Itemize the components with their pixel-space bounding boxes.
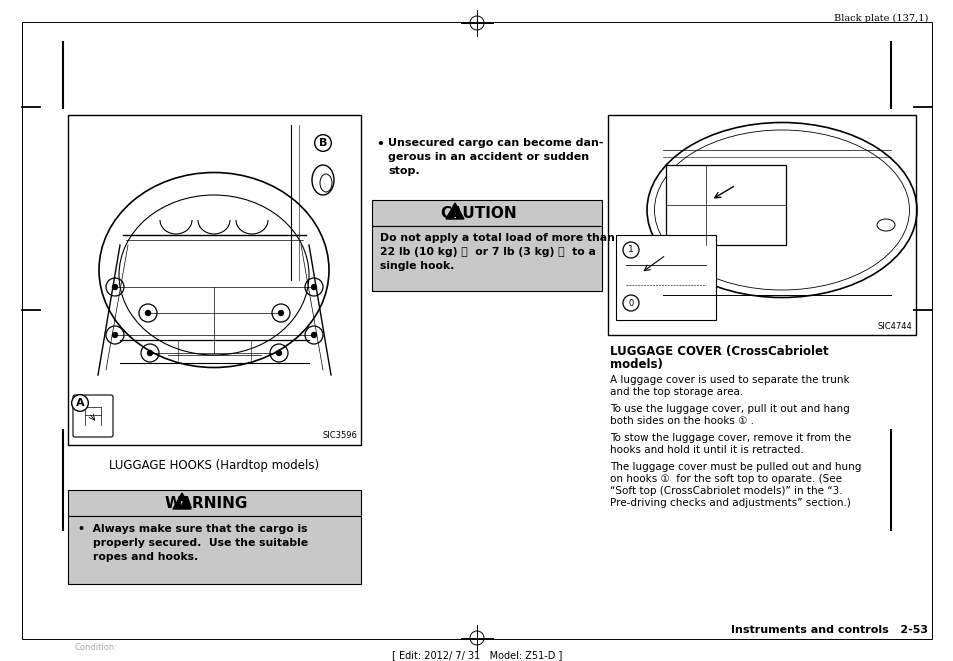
Text: A: A [75,398,84,408]
Bar [665,165,785,245]
Text: 22 lb (10 kg) Ⓐ  or 7 lb (3 kg) Ⓑ  to a: 22 lb (10 kg) Ⓐ or 7 lb (3 kg) Ⓑ to a [379,247,596,257]
Text: single hook.: single hook. [379,261,454,271]
Circle shape [312,332,316,338]
Text: Black plate (137,1): Black plate (137,1) [833,14,927,23]
Text: 1: 1 [627,245,633,254]
Bar [607,115,915,335]
Text: ropes and hooks.: ropes and hooks. [78,552,198,562]
Text: The luggage cover must be pulled out and hung: The luggage cover must be pulled out and… [609,462,861,472]
Circle shape [146,311,151,315]
Text: and the top storage area.: and the top storage area. [609,387,742,397]
Bar [616,235,716,320]
Ellipse shape [312,165,334,195]
Text: models): models) [609,358,662,371]
Text: both sides on the hooks ① .: both sides on the hooks ① . [609,416,753,426]
Text: !: ! [453,210,456,219]
Text: 0: 0 [628,299,633,307]
Text: SIC3596: SIC3596 [322,431,356,440]
Text: on hooks ①  for the soft top to oparate. (See: on hooks ① for the soft top to oparate. … [609,474,841,484]
Circle shape [276,350,281,356]
Bar [372,226,601,291]
Text: SIC4744: SIC4744 [877,322,911,331]
Text: Do not apply a total load of more than: Do not apply a total load of more than [379,233,615,243]
Text: To stow the luggage cover, remove it from the: To stow the luggage cover, remove it fro… [609,433,850,443]
Text: Condition:: Condition: [75,643,118,652]
Text: “Soft top (CrossCabriolet models)” in the “3.: “Soft top (CrossCabriolet models)” in th… [609,486,841,496]
Text: gerous in an accident or sudden: gerous in an accident or sudden [388,152,589,162]
Circle shape [112,284,117,290]
Text: properly secured.  Use the suitable: properly secured. Use the suitable [78,538,308,548]
Text: hooks and hold it until it is retracted.: hooks and hold it until it is retracted. [609,445,803,455]
Text: B: B [318,138,327,148]
Text: stop.: stop. [388,166,419,176]
Text: WARNING: WARNING [164,496,248,510]
Text: •  Always make sure that the cargo is: • Always make sure that the cargo is [78,524,307,534]
Bar [68,115,360,445]
Text: LUGGAGE COVER (CrossCabriolet: LUGGAGE COVER (CrossCabriolet [609,345,828,358]
Circle shape [148,350,152,356]
Text: LUGGAGE HOOKS (Hardtop models): LUGGAGE HOOKS (Hardtop models) [109,459,318,472]
FancyBboxPatch shape [73,395,112,437]
Polygon shape [172,493,191,509]
Circle shape [112,332,117,338]
Text: To use the luggage cover, pull it out and hang: To use the luggage cover, pull it out an… [609,404,849,414]
Bar [372,200,601,226]
Circle shape [312,284,316,290]
Bar [68,516,360,584]
Text: Instruments and controls   2-53: Instruments and controls 2-53 [730,625,927,635]
Bar [68,490,360,516]
Text: Unsecured cargo can become dan-: Unsecured cargo can become dan- [388,138,603,148]
Text: •: • [375,138,383,151]
Text: A luggage cover is used to separate the trunk: A luggage cover is used to separate the … [609,375,849,385]
Polygon shape [446,203,463,219]
Circle shape [278,311,283,315]
Text: [ Edit: 2012/ 7/ 31   Model: Z51-D ]: [ Edit: 2012/ 7/ 31 Model: Z51-D ] [392,650,561,660]
Text: Pre-driving checks and adjustments” section.): Pre-driving checks and adjustments” sect… [609,498,850,508]
Text: CAUTION: CAUTION [440,206,517,221]
Text: !: ! [180,500,184,510]
